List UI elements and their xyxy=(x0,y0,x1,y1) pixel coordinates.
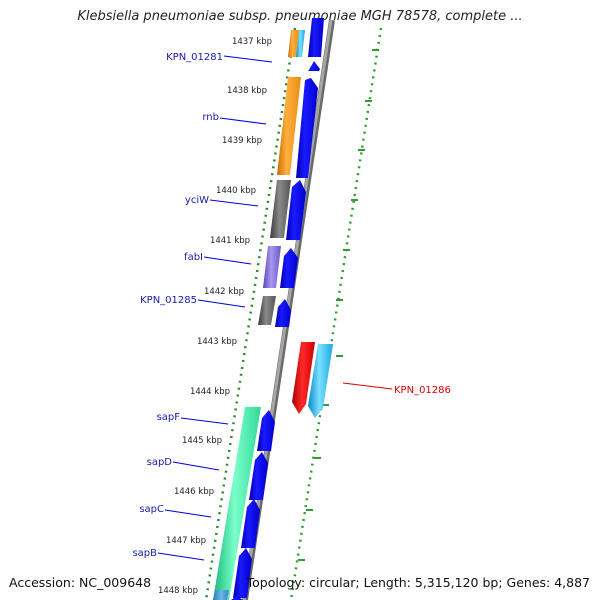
gene-arrow-yciw xyxy=(286,180,306,240)
gene-labels: KPN_01281 rnb yciW fabI KPN_01285 sapF s… xyxy=(132,52,450,559)
gene-label: fabI xyxy=(184,252,203,263)
leader-line xyxy=(209,199,259,207)
gene-label-highlighted: KPN_01286 xyxy=(394,385,451,396)
leader-line xyxy=(223,55,273,63)
leader-line-kpn01286 xyxy=(342,382,393,390)
gene-kpn01285-body xyxy=(258,296,276,325)
gene-label: yciW xyxy=(185,195,209,206)
gene-kpn01286-red xyxy=(292,342,315,414)
gene-yciw-body xyxy=(270,180,291,238)
gene-arrow-sapd xyxy=(249,452,268,500)
gene-arrow-bottom xyxy=(231,596,243,600)
leader-line xyxy=(157,552,205,561)
gene-arrow-top xyxy=(308,18,324,57)
tick-label: 1441 kbp xyxy=(210,236,250,246)
gene-orange-top xyxy=(288,30,299,57)
leader-line xyxy=(197,299,246,308)
gene-arrow-fabi xyxy=(280,248,298,288)
leader-line xyxy=(180,417,229,425)
gene-label: KPN_01285 xyxy=(140,295,197,306)
gene-label: sapF xyxy=(157,412,181,423)
gene-fabi-body xyxy=(263,246,281,288)
gene-arrow-rnb xyxy=(296,78,318,178)
tick-label: 1442 kbp xyxy=(204,287,244,297)
gene-arrow-sapf xyxy=(257,410,275,451)
gene-rnb-body xyxy=(277,77,301,175)
gene-sap-operon-body xyxy=(213,407,261,600)
gene-label: sapB xyxy=(132,548,157,559)
tick-label: 1440 kbp xyxy=(216,186,256,196)
tick-label: 1448 kbp xyxy=(158,586,198,596)
gene-arrow-small xyxy=(308,61,320,71)
accession-text: Accession: NC_009648 xyxy=(9,575,152,590)
leader-line xyxy=(203,256,252,265)
gene-label: KPN_01281 xyxy=(166,52,223,63)
gene-kpn01286-cyan xyxy=(308,344,333,418)
leader-line xyxy=(172,461,220,471)
map-title: Klebsiella pneumoniae subsp. pneumoniae … xyxy=(77,9,523,24)
gene-label-leaders xyxy=(157,55,273,561)
tick-label: 1443 kbp xyxy=(197,337,237,347)
gene-cyan-top xyxy=(296,30,305,57)
gene-label: sapC xyxy=(139,504,164,515)
gene-arrow-kpn01285 xyxy=(275,299,291,327)
tick-label: 1445 kbp xyxy=(182,436,222,446)
kbp-tick-labels: 1437 kbp 1438 kbp 1439 kbp 1440 kbp 1441… xyxy=(158,37,272,596)
tick-label: 1447 kbp xyxy=(166,536,206,546)
gene-label: rnb xyxy=(202,112,219,123)
gene-bottom-sky xyxy=(213,590,229,600)
tick-label: 1437 kbp xyxy=(232,37,272,47)
gene-label: sapD xyxy=(147,457,173,468)
tick-label: 1444 kbp xyxy=(190,387,230,397)
genome-summary-text: Topology: circular; Length: 5,315,120 bp… xyxy=(246,575,590,590)
tick-label: 1439 kbp xyxy=(222,136,262,146)
tick-label: 1446 kbp xyxy=(174,487,214,497)
tick-label: 1438 kbp xyxy=(227,86,267,96)
leader-line xyxy=(219,117,267,125)
leader-line xyxy=(164,509,212,518)
gc-skew-ticks xyxy=(298,49,379,561)
gene-arrow-sapb xyxy=(233,548,252,598)
gene-arrow-sapc xyxy=(241,499,260,548)
